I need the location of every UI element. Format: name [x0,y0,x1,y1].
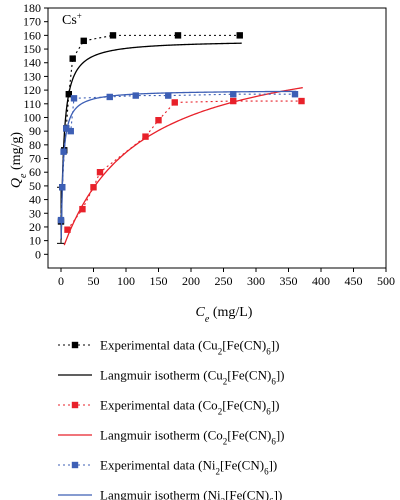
data-point [64,226,71,233]
series-line-langmuir-1 [60,42,242,240]
legend-entry: Langmuir isotherm (Ni2[Fe(CN)6]) [100,488,282,500]
legend-swatch-marker [71,341,79,349]
data-point [96,169,104,176]
y-tick-label: 10 [29,234,41,248]
data-point [63,125,70,132]
series-line-experimental-4 [60,93,295,221]
series-line-experimental-0 [60,34,240,222]
legend-entry: Experimental data (Ni2[Fe(CN)6]) [100,458,277,477]
data-point [165,92,172,99]
legend: Experimental data (Cu2[Fe(CN)6]) Langmuir… [58,338,284,500]
data-point [80,37,87,45]
x-tick-label: 50 [88,274,100,288]
x-tick-label: 250 [215,274,233,288]
data-point [230,91,237,98]
data-point [142,133,149,140]
y-tick-label: 90 [29,124,41,138]
y-tick-label: 110 [23,97,41,111]
plot-frame [47,7,387,269]
y-tick-label: 170 [23,15,41,29]
data-point [298,97,305,105]
x-tick-label: 300 [247,274,265,288]
data-point [106,93,113,101]
y-tick-label: 80 [29,138,41,152]
y-tick-label: 180 [23,1,41,15]
x-tick-label: 150 [150,274,168,288]
y-tick-label: 150 [23,42,41,56]
legend-swatch-marker [71,461,79,469]
y-tick-label: 40 [29,193,41,207]
x-tick-label: 450 [345,274,363,288]
y-tick-label: 100 [23,110,41,124]
y-tick-label: 70 [29,152,41,166]
x-tick-label: 0 [58,274,64,288]
data-point [69,55,76,62]
x-tick-label: 100 [117,274,135,288]
data-point [174,32,182,39]
y-tick-label: 20 [29,220,41,234]
legend-entry: Experimental data (Co2[Fe(CN)6]) [100,398,279,417]
plot-area: 0 50 100 150 200 250 300 350 400 450 5000102030405… [23,1,395,288]
data-point [155,117,162,124]
legend-entry: Langmuir isotherm (Cu2[Fe(CN)6]) [100,368,284,387]
y-tick-label: 130 [23,69,41,83]
legend-swatch-marker [71,401,79,409]
series-line-experimental-2 [67,100,302,231]
y-tick-label: 160 [23,28,41,42]
series-line-langmuir-5 [60,90,297,239]
y-axis-label: Qe (mg/g) [9,132,29,189]
x-tick-label: 500 [377,274,395,288]
y-tick-label: 0 [35,247,41,261]
series-line-langmuir-3 [63,87,303,246]
y-tick-label: 120 [23,83,41,97]
data-point [70,95,78,102]
data-point [230,97,237,105]
data-point [171,99,178,106]
y-tick-label: 140 [23,56,41,70]
data-point [109,32,117,39]
data-point [67,127,74,135]
legend-entry: Langmuir isotherm (Co2[Fe(CN)6]) [100,428,284,447]
data-point [291,91,299,98]
data-point [236,32,243,39]
legend-entry: Experimental data (Cu2[Fe(CN)6]) [100,338,279,357]
y-tick-label: 50 [29,179,41,193]
x-tick-label: 350 [280,274,298,288]
chart-annotation: Cs+ [62,11,82,28]
y-tick-label: 60 [29,165,41,179]
data-point [132,92,139,99]
x-axis-label: Ce (mg/L) [196,305,253,325]
data-point [79,205,86,213]
x-tick-label: 200 [182,274,200,288]
x-tick-label: 400 [312,274,330,288]
y-tick-label: 30 [29,206,41,220]
